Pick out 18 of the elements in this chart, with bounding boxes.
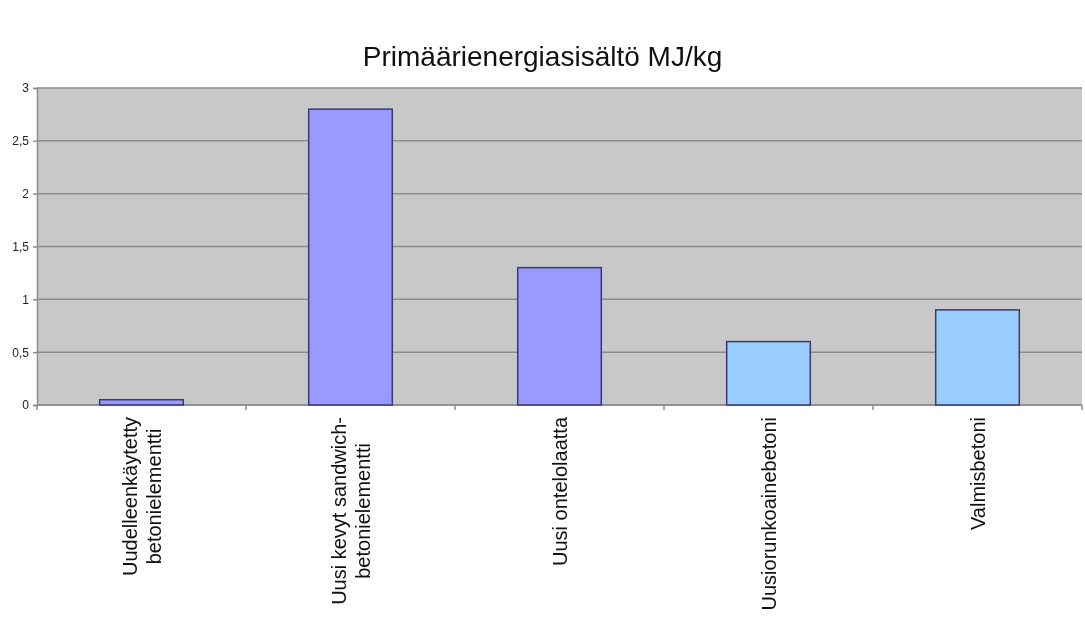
bar	[307, 108, 394, 406]
y-tick-label: 2,5	[12, 134, 30, 149]
y-tick-label: 1,5	[12, 239, 30, 254]
y-tick-label: 3	[22, 81, 30, 96]
chart-title: Primäärienergiasisältö MJ/kg	[362, 41, 723, 72]
bar	[516, 266, 603, 406]
x-tick-label: Uusi kevyt sandwich-betonielementti	[327, 417, 374, 605]
y-tick-label: 1	[22, 292, 30, 307]
bar	[725, 340, 812, 406]
x-tick-label: Uusiorunkoainebetoni	[757, 417, 780, 611]
bar	[934, 309, 1021, 406]
x-tick-label: Uusi ontelolaatta	[548, 416, 571, 566]
y-tick-label: 2	[22, 187, 30, 202]
x-tick-label: Valmisbetoni	[966, 417, 989, 531]
y-tick-label: 0	[22, 398, 30, 413]
bar	[98, 398, 185, 406]
y-tick-label: 0,5	[12, 345, 30, 360]
x-tick-label: Uudelleenkäytetty betonielementti	[118, 417, 165, 576]
